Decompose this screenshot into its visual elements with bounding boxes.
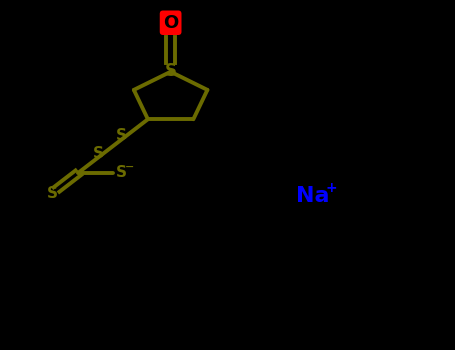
Text: S: S [116,165,127,180]
Text: S: S [165,62,177,80]
Text: Na: Na [296,186,329,206]
Text: −: − [125,161,135,171]
Text: +: + [325,181,337,195]
Text: O: O [163,14,178,32]
Text: S: S [116,128,126,143]
Text: S: S [46,186,57,201]
Text: S: S [92,146,103,161]
Text: O: O [163,14,178,32]
